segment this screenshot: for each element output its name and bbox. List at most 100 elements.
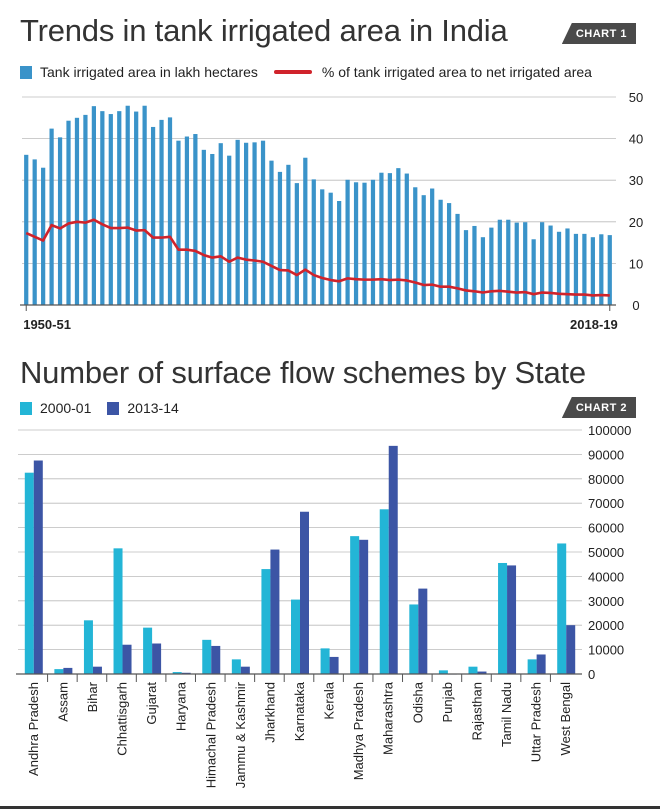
y-tick-label: 30 [629, 173, 643, 188]
bar-2013-14 [477, 671, 487, 674]
tank-area-bar [134, 111, 139, 305]
y-tick-label: 20 [629, 215, 643, 230]
y-tick-label: 0 [632, 298, 639, 313]
x-tick-label: Maharashtra [381, 681, 396, 755]
bar-2000-01 [498, 562, 508, 674]
bar-2000-01 [379, 509, 389, 674]
tank-area-bar [91, 106, 96, 305]
legend-label-percent: % of tank irrigated area to net irrigate… [321, 64, 592, 80]
bar-2000-01 [320, 648, 330, 674]
bar-2013-14 [240, 666, 250, 674]
tank-area-bar [193, 134, 198, 305]
x-tick-label: Assam [55, 682, 70, 722]
bar-2013-14 [536, 654, 546, 674]
tank-area-bar [607, 235, 612, 305]
bar-2013-14 [211, 645, 221, 674]
tank-area-bar [463, 230, 469, 305]
tank-area-bar [227, 155, 232, 305]
tank-area-bar [125, 105, 130, 306]
y-tick-label: 10 [629, 256, 643, 271]
tank-area-bar [210, 153, 215, 305]
bar-2000-01 [143, 627, 153, 674]
tank-area-bar [421, 195, 426, 305]
tank-area-bar [531, 239, 536, 305]
bar-2000-01 [438, 670, 448, 674]
y-tick-label: 60000 [588, 521, 624, 536]
bar-2000-01 [409, 604, 419, 674]
tank-area-bar [362, 182, 367, 305]
chart-1-legend: Tank irrigated area in lakh hectares % o… [20, 64, 592, 80]
bar-2013-14 [181, 672, 191, 674]
tank-area-bar [260, 140, 266, 305]
tank-area-bar [337, 201, 342, 305]
y-tick-label: 80000 [588, 472, 624, 487]
y-tick-label: 50 [629, 90, 643, 105]
bar-2013-14 [92, 666, 102, 674]
tank-area-bar [252, 142, 257, 305]
bar-2000-01 [468, 666, 478, 674]
legend-swatch-bar [20, 65, 32, 79]
bar-2013-14 [359, 539, 369, 674]
bar-2013-14 [152, 643, 162, 674]
tank-area-bar [573, 233, 579, 305]
tank-area-bar [83, 114, 88, 305]
chart-1: 0 10 20 30 40 50 1950-51 2018-19 [20, 90, 643, 332]
y-tick-label: 30000 [588, 594, 624, 609]
bar-2000-01 [350, 536, 360, 674]
x-tick-label: Himachal Pradesh [203, 682, 218, 788]
bar-2000-01 [172, 672, 182, 674]
x-tick-label: Jammu & Kashmir [233, 681, 248, 788]
tank-area-bar [472, 225, 477, 305]
tank-area-bar [413, 187, 418, 305]
bar-2000-01 [557, 543, 567, 674]
bar-2000-01 [83, 620, 93, 674]
bar-2013-14 [300, 511, 309, 674]
bar-2013-14 [33, 460, 43, 674]
percent-line [25, 218, 610, 297]
tank-area-bar [57, 137, 63, 305]
y-tick-label: 90000 [588, 447, 624, 462]
tank-area-bar [497, 219, 502, 305]
x-tick-label: Tamil Nadu [499, 682, 514, 747]
legend-label-tank-area: Tank irrigated area in lakh hectares [40, 64, 258, 80]
tank-area-bar [430, 188, 435, 305]
bar-2013-14 [122, 644, 132, 674]
bar-2013-14 [329, 656, 339, 674]
bar-2000-01 [113, 548, 123, 674]
bar-2013-14 [63, 667, 73, 674]
tank-area-bar [514, 222, 519, 305]
y-tick-label: 20000 [588, 618, 624, 633]
x-tick-label: Rajasthan [470, 682, 485, 741]
x-tick-label: Karnataka [292, 681, 307, 741]
tank-area-bar [24, 154, 29, 305]
bar-2000-01 [231, 659, 241, 674]
tank-area-bar [184, 136, 190, 305]
chart-2-title: Number of surface flow schemes by State [20, 355, 586, 390]
x-tick-label: 2018-19 [570, 317, 618, 332]
bar-2013-14 [507, 565, 517, 674]
x-tick-label: West Bengal [558, 682, 573, 756]
tank-area-bar [446, 203, 452, 305]
tank-area-bar [100, 111, 105, 305]
tank-area-bar [167, 117, 173, 305]
tank-area-bar [599, 234, 604, 305]
tank-area-bar [320, 189, 325, 305]
x-tick-label: Punjab [440, 682, 455, 722]
x-tick-label: Bihar [85, 681, 100, 712]
tank-area-bar [328, 192, 333, 305]
tank-area-bar [353, 182, 359, 305]
bar-2000-01 [527, 659, 537, 674]
bar-2013-14 [388, 445, 398, 674]
chart-2: 0 10000 20000 30000 40000 50000 60000 70000 8000… [16, 423, 631, 788]
tank-area-bar [311, 179, 316, 305]
y-tick-label: 70000 [588, 496, 624, 511]
tank-area-bar [540, 222, 545, 305]
chart-1-title: Trends in tank irrigated area in India [20, 13, 508, 48]
tank-area-bar [303, 157, 308, 305]
tank-area-bar [74, 117, 80, 305]
legend-swatch-line [273, 70, 312, 74]
legend-label-2013-14: 2013-14 [127, 400, 179, 416]
tank-area-bar [159, 119, 164, 305]
y-tick-label: 50000 [588, 545, 624, 560]
x-tick-label: Uttar Pradesh [529, 682, 544, 762]
